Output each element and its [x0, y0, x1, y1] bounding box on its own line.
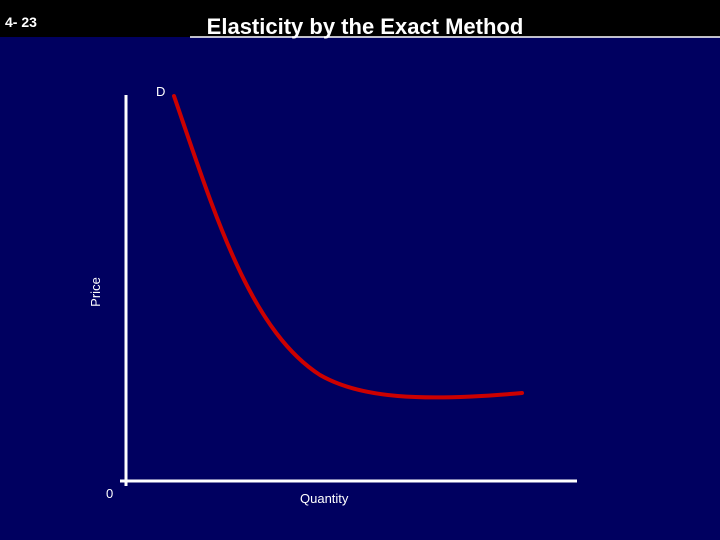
- slide-number: 4- 23: [5, 14, 37, 30]
- curve-label: D: [156, 84, 165, 99]
- slide-title: Elasticity by the Exact Method: [207, 14, 524, 39]
- demand-curve: [172, 94, 524, 400]
- y-axis-label: Price: [88, 277, 103, 307]
- origin-label: 0: [106, 486, 113, 501]
- x-axis-label: Quantity: [300, 491, 349, 506]
- title-bar: [0, 0, 720, 37]
